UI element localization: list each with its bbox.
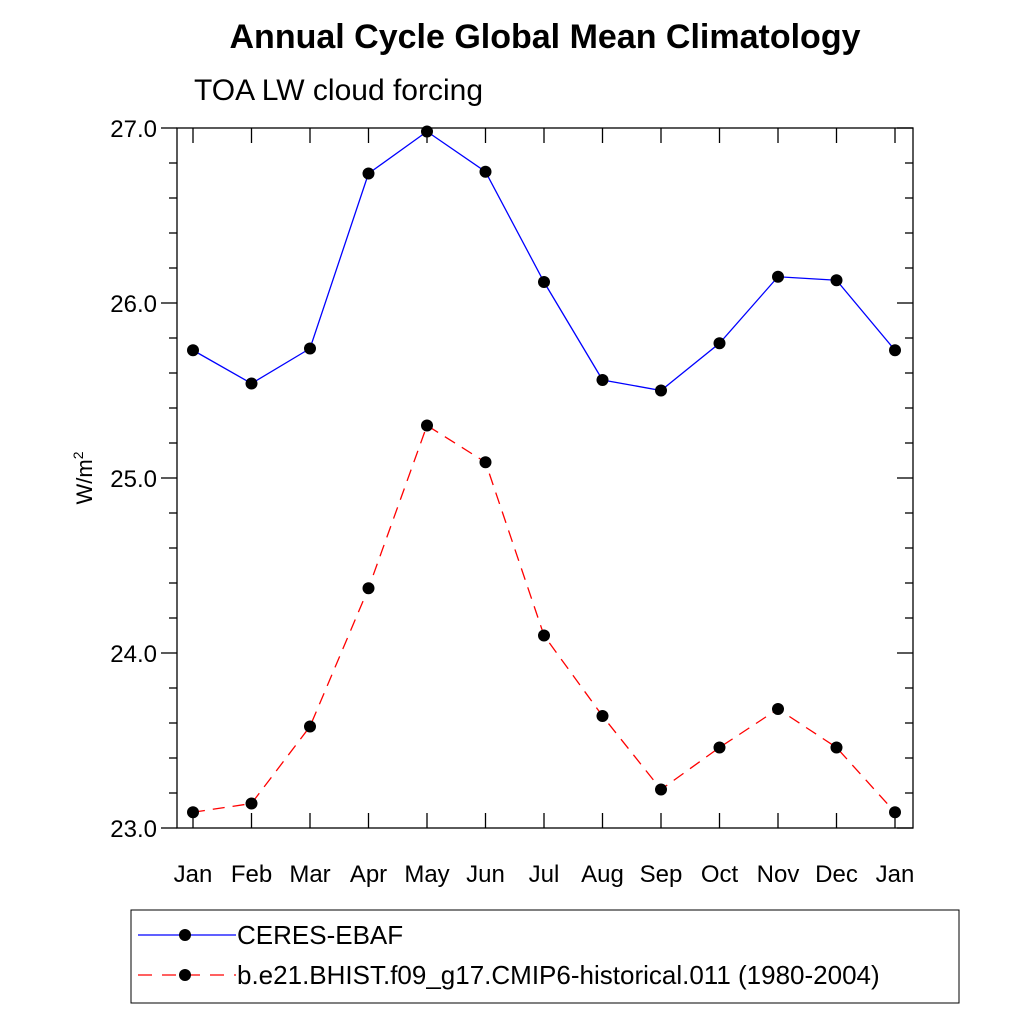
x-tick-label: Nov <box>757 861 800 888</box>
legend: CERES-EBAF b.e21.BHIST.f09_g17.CMIP6-hist… <box>138 920 880 990</box>
x-tick-label: Aug <box>581 861 624 888</box>
data-point <box>772 703 784 715</box>
legend-box <box>130 909 960 1004</box>
x-tick-label: Jul <box>529 861 560 888</box>
x-tick-label: Jun <box>466 861 505 888</box>
data-point <box>713 337 726 350</box>
series-line <box>192 424 896 813</box>
data-point <box>421 419 433 432</box>
data-point <box>596 374 609 386</box>
chart-title: Annual Cycle Global Mean Climatology <box>230 18 861 56</box>
data-point <box>245 377 258 390</box>
y-tick-labels: 23.0 24.0 25.0 26.0 27.0 <box>110 116 157 843</box>
data-point <box>304 720 316 733</box>
data-point <box>538 629 550 642</box>
series-2 <box>187 419 901 819</box>
y-tick-marks <box>161 127 913 829</box>
data-point <box>304 342 316 355</box>
data-point <box>187 344 199 357</box>
y-axis-label: W/m2 <box>70 451 97 504</box>
x-tick-label: Feb <box>231 861 272 888</box>
x-tick-label: Dec <box>815 861 858 888</box>
legend-marker <box>179 929 191 941</box>
x-tick-labels: Jan Feb Mar Apr May Jun Jul Aug Sep Oct Nov Dec Jan <box>174 861 915 888</box>
x-tick-label: Mar <box>289 861 330 888</box>
y-axis-label-sup: 2 <box>70 451 86 459</box>
data-point <box>655 783 667 796</box>
data-point <box>362 582 375 595</box>
x-tick-label: Sep <box>640 861 683 888</box>
x-tick-label: Oct <box>701 861 739 888</box>
y-axis-label-base: W/m <box>72 459 97 504</box>
data-point <box>421 125 433 138</box>
data-point <box>830 741 843 754</box>
data-point <box>187 806 199 819</box>
data-point <box>596 710 609 722</box>
data-point <box>772 270 784 283</box>
x-tick-label: May <box>404 861 449 888</box>
data-point <box>655 384 667 397</box>
data-point <box>479 456 492 469</box>
legend-label: b.e21.BHIST.f09_g17.CMIP6-historical.011… <box>237 960 880 990</box>
x-tick-label: Apr <box>350 861 387 888</box>
legend-marker <box>179 969 191 981</box>
y-tick-label: 23.0 <box>110 816 157 843</box>
data-point <box>538 276 550 288</box>
data-point <box>362 167 375 180</box>
chart-subtitle: TOA LW cloud forcing <box>194 74 483 107</box>
data-point <box>713 741 726 754</box>
x-tick-marks <box>192 128 896 828</box>
legend-label: CERES-EBAF <box>237 920 403 950</box>
series-line <box>192 130 896 392</box>
x-tick-label: Jan <box>876 861 915 888</box>
y-tick-label: 24.0 <box>110 641 157 668</box>
data-point <box>830 274 843 287</box>
data-point <box>245 797 258 810</box>
data-point <box>889 344 901 357</box>
series-layer <box>187 125 901 819</box>
series-1 <box>187 125 901 397</box>
y-tick-label: 25.0 <box>110 466 157 493</box>
data-point <box>479 165 492 178</box>
data-point <box>889 806 901 819</box>
x-tick-label: Jan <box>174 861 213 888</box>
plot-frame <box>176 127 914 829</box>
y-tick-label: 27.0 <box>110 116 157 143</box>
y-tick-label: 26.0 <box>110 291 157 318</box>
